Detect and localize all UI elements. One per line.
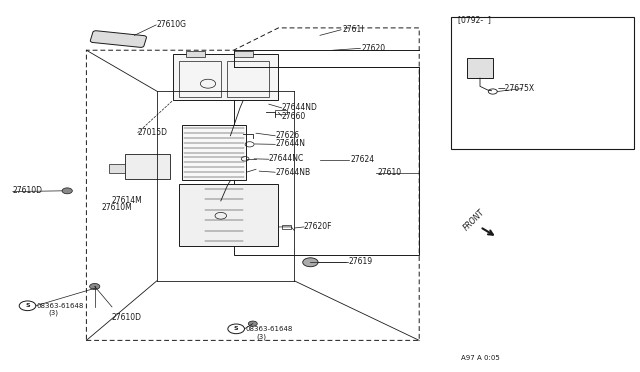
Bar — [109, 164, 125, 173]
Circle shape — [248, 321, 257, 326]
Text: 27614M: 27614M — [112, 196, 143, 205]
Polygon shape — [179, 184, 278, 246]
Circle shape — [62, 188, 72, 194]
FancyBboxPatch shape — [90, 31, 147, 47]
Circle shape — [303, 258, 318, 267]
Bar — [282, 225, 291, 229]
Bar — [275, 110, 287, 114]
Text: (3): (3) — [256, 333, 266, 340]
Text: 27610D: 27610D — [112, 313, 142, 322]
Text: 27620: 27620 — [362, 44, 386, 53]
Text: 27619: 27619 — [349, 257, 373, 266]
Text: 27620F: 27620F — [304, 222, 333, 231]
Polygon shape — [182, 125, 246, 180]
Text: 27624: 27624 — [350, 155, 374, 164]
Bar — [451, 17, 634, 149]
Text: 27610: 27610 — [378, 168, 402, 177]
Text: 27610G: 27610G — [156, 20, 186, 29]
Text: 27626: 27626 — [275, 131, 300, 140]
Text: A97 A 0:05: A97 A 0:05 — [461, 355, 500, 361]
Text: 27644N: 27644N — [275, 139, 305, 148]
Text: [0792-  ]: [0792- ] — [458, 16, 490, 25]
Text: 27610D: 27610D — [13, 186, 43, 195]
Text: (3): (3) — [48, 310, 58, 317]
Text: 2761I: 2761I — [342, 25, 364, 34]
Bar — [234, 67, 419, 255]
Text: 27660: 27660 — [282, 112, 306, 121]
Text: 08363-61648: 08363-61648 — [36, 303, 84, 309]
Text: 27644ND: 27644ND — [282, 103, 317, 112]
Bar — [179, 61, 221, 97]
Bar — [234, 51, 253, 57]
Text: 27015D: 27015D — [138, 128, 168, 137]
Bar — [186, 51, 205, 57]
Polygon shape — [173, 54, 278, 100]
Text: FRONT: FRONT — [462, 208, 487, 232]
Text: S: S — [25, 303, 30, 308]
Text: 27644NC: 27644NC — [269, 154, 304, 163]
Text: 27644NB: 27644NB — [275, 168, 310, 177]
Text: S: S — [234, 326, 239, 331]
Circle shape — [90, 283, 100, 289]
Text: 27610M: 27610M — [101, 203, 132, 212]
Text: —27675X: —27675X — [497, 84, 534, 93]
Bar — [227, 61, 269, 97]
Bar — [125, 154, 170, 179]
Bar — [467, 58, 493, 78]
Text: 08363-61648: 08363-61648 — [245, 326, 292, 332]
